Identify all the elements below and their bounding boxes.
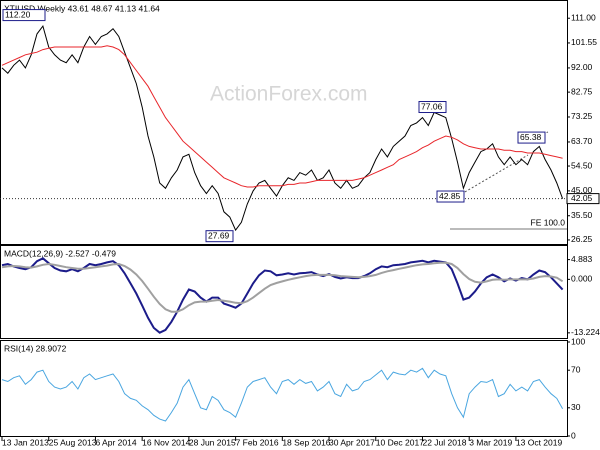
annotation-box	[205, 230, 234, 243]
last-price-box	[566, 193, 600, 205]
y-tick-label: 0	[571, 430, 576, 440]
fibo-line	[457, 154, 529, 197]
x-tick-label: 13 Jan 2013	[2, 437, 49, 447]
x-tick-label: 28 Jun 2015	[189, 437, 236, 447]
panel-title: MACD(12,26,9) -2.527 -0.479	[4, 248, 116, 258]
fe-label: FE 100.0	[531, 217, 566, 227]
x-tick-label: 25 Aug 2013	[49, 437, 97, 447]
annotation-box	[418, 101, 447, 114]
y-tick-label: 26.25	[571, 234, 593, 244]
panel-title: RSI(14) 28.9072	[4, 343, 67, 353]
series-line	[1, 45, 563, 188]
annotation-label: 27.69	[208, 230, 230, 240]
y-tick-label: 0.000	[571, 274, 593, 284]
y-tick-label: 54.50	[571, 160, 593, 170]
panel-title: XTIUSD,Weekly 43.61 48.67 41.13 41.64	[4, 3, 160, 13]
y-tick-label: 100	[571, 336, 585, 346]
y-tick-label: -13.224	[571, 327, 600, 337]
x-tick-label: 3 Mar 2019	[469, 437, 512, 447]
y-tick-label: 35.50	[571, 210, 593, 220]
x-tick-label: 7 Feb 2016	[236, 437, 279, 447]
y-tick-label: 63.70	[571, 136, 593, 146]
annotation-box	[517, 131, 546, 144]
series-line	[1, 367, 564, 422]
panel-frame	[0, 245, 568, 339]
annotation-box	[2, 9, 46, 22]
y-tick-label: 82.75	[571, 86, 593, 96]
panel-frame	[0, 0, 568, 245]
y-tick-label: 92.00	[571, 62, 593, 72]
annotation-label: 112.20	[5, 9, 31, 19]
x-tick-label: 16 Nov 2014	[142, 437, 190, 447]
x-tick-label: 10 Dec 2017	[376, 437, 424, 447]
series-line	[1, 257, 564, 334]
series-line	[1, 261, 564, 313]
y-tick-label: 70	[571, 364, 581, 374]
y-tick-label: 45.00	[571, 185, 593, 195]
annotation-box	[436, 190, 465, 203]
y-tick-label: 4.883	[571, 254, 593, 264]
annotation-label: 65.38	[520, 132, 542, 142]
watermark: ActionForex.com	[210, 83, 368, 106]
panel-frame	[0, 340, 568, 437]
last-price-label: 42.05	[571, 193, 593, 203]
x-tick-label: 18 Sep 2016	[282, 437, 330, 447]
y-tick-label: 101.55	[571, 37, 597, 47]
x-tick-label: 6 Apr 2014	[95, 437, 136, 447]
x-tick-label: 30 Apr 2017	[329, 437, 375, 447]
y-tick-label: 73.25	[571, 111, 593, 121]
x-tick-label: 13 Oct 2019	[516, 437, 563, 447]
annotation-label: 77.06	[421, 101, 443, 111]
y-tick-label: 30	[571, 402, 581, 412]
x-tick-label: 22 Jul 2018	[422, 437, 466, 447]
annotation-label: 42.85	[439, 191, 461, 201]
y-tick-label: 111.00	[571, 12, 596, 22]
